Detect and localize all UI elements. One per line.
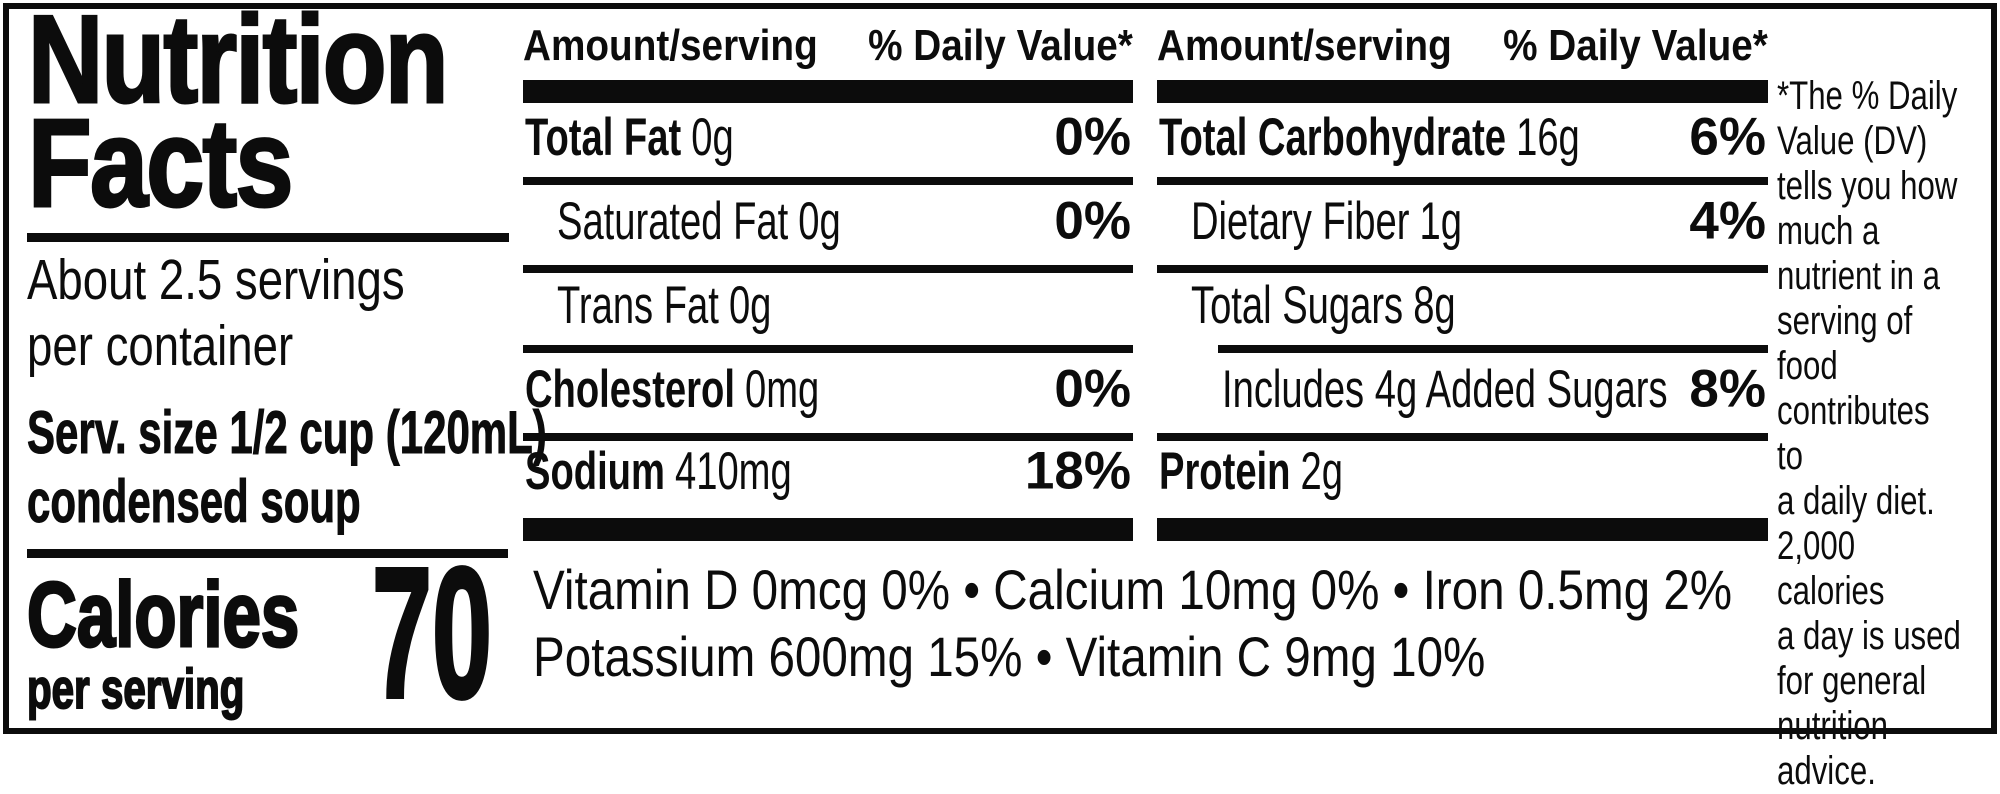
row-divider-rule (1157, 433, 1768, 441)
nutrient-label: Includes 4g Added Sugars (1222, 359, 1668, 419)
nutrient-dv: 0% (1054, 107, 1131, 167)
amount-serving-header: Amount/serving (1157, 21, 1452, 70)
nutrient-label: Total Sugars (1191, 275, 1404, 335)
table-row-total-sugars: Total Sugars 8g (1157, 263, 1768, 347)
table-row-sodium: Sodium 410mg 18% (523, 429, 1133, 513)
nutrient-label: Protein (1159, 441, 1291, 501)
title-line1: Nutrition (27, 0, 450, 129)
row-divider-rule-indented (1218, 345, 1768, 353)
servings-line2: per container (27, 314, 294, 378)
nutrient-dv: 4% (1689, 191, 1766, 251)
calories-divider-rule (27, 549, 508, 558)
row-divider-rule (523, 177, 1133, 185)
nutrient-label: Sodium (525, 441, 665, 501)
nutrient-amount: 410mg (674, 441, 792, 501)
serving-size-line1: Serv. size 1/2 cup (120mL) (27, 399, 547, 467)
calories-sublabel: per serving (26, 657, 245, 720)
nutrient-amount: 1g (1419, 191, 1462, 251)
row-divider-rule (523, 265, 1133, 273)
nutrient-dv: 8% (1689, 359, 1766, 419)
row-divider-rule (1157, 265, 1768, 273)
nutrient-label: Dietary Fiber (1191, 191, 1410, 251)
nutrient-label: Trans Fat (557, 275, 719, 335)
table-row-cholesterol: Cholesterol 0mg 0% (523, 347, 1133, 431)
row-divider-rule (523, 433, 1133, 441)
nutrient-label: Total Carbohydrate (1159, 107, 1507, 167)
serving-size: Serv. size 1/2 cup (120mL) condensed sou… (27, 398, 547, 536)
label-border (3, 3, 1997, 734)
vitamins-minerals-section: Vitamin D 0mcg 0% • Calcium 10mg 0% • Ir… (533, 556, 1732, 690)
thick-bar-top (1157, 80, 1768, 103)
calories-label: Calories (26, 564, 301, 666)
nutrient-label: Total Fat (525, 107, 682, 167)
thick-bar-top (523, 80, 1133, 103)
nutrient-dv: 0% (1054, 359, 1131, 419)
calories-value: 70 (371, 530, 493, 737)
nutrient-amount: 0mg (745, 359, 820, 419)
nutrient-label: Saturated Fat (557, 191, 789, 251)
nutrient-amount: 16g (1516, 107, 1580, 167)
nutrient-dv: 6% (1689, 107, 1766, 167)
nutrition-facts-title: Nutrition Facts (27, 0, 450, 233)
nutrient-label: Cholesterol (525, 359, 735, 419)
title-divider-rule (27, 233, 509, 242)
table-row-dietary-fiber: Dietary Fiber 1g 4% (1157, 179, 1768, 263)
vitamins-line2: Potassium 600mg 15% • Vitamin C 9mg 10% (533, 625, 1486, 688)
nutrient-amount: 2g (1300, 441, 1343, 501)
table-row-saturated-fat: Saturated Fat 0g 0% (523, 179, 1133, 263)
daily-value-header: % Daily Value* (1503, 21, 1768, 70)
row-divider-rule (1157, 177, 1768, 185)
table-row-total-fat: Total Fat 0g 0% (523, 95, 1133, 179)
nutrient-amount: 0g (728, 275, 772, 335)
title-line2: Facts (27, 95, 295, 233)
table-row-trans-fat: Trans Fat 0g (523, 263, 1133, 347)
table-row-added-sugars: Includes 4g Added Sugars 8% (1157, 347, 1768, 431)
servings-per-container: About 2.5 servings per container (27, 247, 405, 379)
nutrient-amount: 0g (798, 191, 841, 251)
thick-bar-bottom (1157, 518, 1768, 541)
nutrient-table-right: Amount/serving % Daily Value* Total Carb… (1157, 0, 1768, 560)
serving-size-line2: condensed soup (27, 468, 361, 536)
nutrient-dv: 18% (1024, 441, 1131, 501)
nutrient-amount: 0g (691, 107, 734, 167)
daily-value-footnote: *The % Daily Value (DV) tells you how mu… (1777, 74, 1961, 793)
servings-line1: About 2.5 servings (27, 248, 405, 312)
table-row-total-carbohydrate: Total Carbohydrate 16g 6% (1157, 95, 1768, 179)
row-divider-rule (523, 345, 1133, 353)
vitamins-line1: Vitamin D 0mcg 0% • Calcium 10mg 0% • Ir… (533, 558, 1733, 621)
thick-bar-bottom (523, 518, 1133, 541)
nutrient-amount: 8g (1413, 275, 1456, 335)
nutrient-dv: 0% (1054, 191, 1131, 251)
nutrient-table-left: Amount/serving % Daily Value* Total Fat 0… (523, 0, 1133, 560)
daily-value-header: % Daily Value* (868, 21, 1133, 70)
table-row-protein: Protein 2g (1157, 429, 1768, 513)
amount-serving-header: Amount/serving (523, 21, 818, 70)
